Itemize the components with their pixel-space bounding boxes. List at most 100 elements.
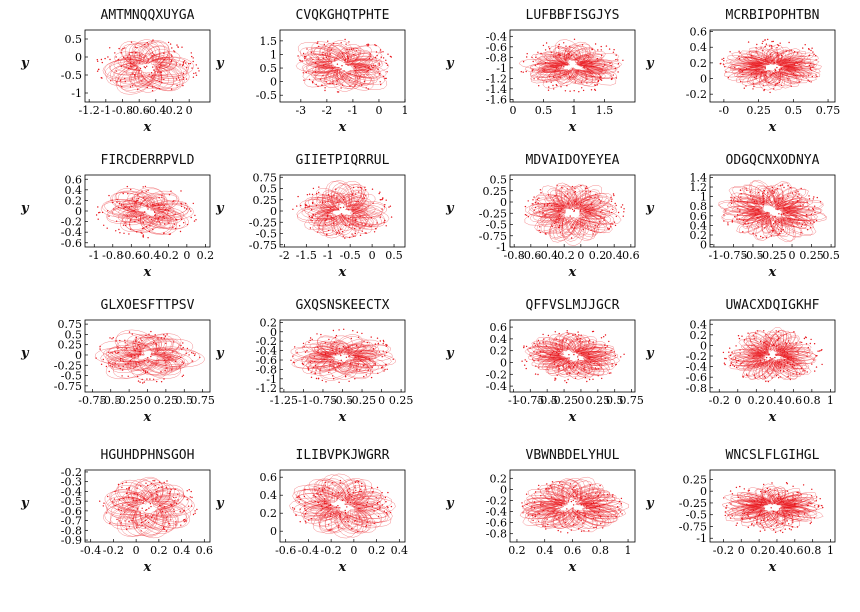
- attractor-point: [341, 495, 343, 497]
- attractor-point: [174, 213, 176, 216]
- attractor-point: [144, 519, 147, 522]
- attractor-point: [774, 356, 776, 359]
- attractor-point: [163, 78, 165, 81]
- y-tick-label: -0.5: [61, 370, 82, 383]
- attractor-point: [578, 91, 580, 93]
- attractor-point: [316, 333, 318, 335]
- attractor-point: [601, 377, 603, 380]
- attractor-point: [532, 203, 534, 205]
- attractor-point: [600, 216, 602, 218]
- attractor-point: [343, 70, 345, 72]
- attractor-point: [620, 356, 622, 358]
- attractor-point: [771, 40, 773, 43]
- attractor-point: [567, 202, 569, 204]
- plot-title: LUFBBFISGJYS: [525, 8, 620, 23]
- attractor-point: [739, 211, 741, 213]
- x-tick-label: -0.6: [520, 249, 541, 262]
- attractor-point: [323, 488, 326, 490]
- attractor-point: [384, 496, 387, 499]
- attractor-point: [311, 216, 313, 218]
- attractor-curves: [289, 473, 396, 539]
- attractor-point: [790, 85, 792, 87]
- attractor-point: [155, 490, 158, 493]
- attractor-point: [180, 344, 182, 347]
- attractor-point: [526, 503, 528, 506]
- attractor-point: [576, 339, 578, 341]
- x-axis-label: x: [768, 265, 777, 280]
- attractor-point: [584, 376, 587, 379]
- y-tick-label: -0.5: [486, 219, 507, 232]
- attractor-point: [123, 56, 125, 59]
- attractor-point: [130, 41, 133, 43]
- attractor-point: [304, 508, 306, 510]
- attractor-point: [97, 68, 100, 71]
- attractor-point: [150, 505, 152, 508]
- attractor-point: [332, 329, 335, 332]
- attractor-point: [119, 79, 122, 81]
- attractor-point: [354, 69, 356, 72]
- attractor-point: [382, 51, 384, 53]
- attractor-point: [346, 516, 348, 519]
- attractor-point: [317, 58, 320, 60]
- attractor-point: [119, 339, 121, 342]
- attractor-point: [371, 366, 373, 369]
- attractor-point: [387, 491, 389, 494]
- attractor-point: [168, 194, 171, 196]
- attractor-point: [613, 49, 615, 51]
- attractor-point: [750, 54, 752, 57]
- attractor-point: [805, 336, 807, 339]
- attractor-point: [360, 195, 362, 197]
- attractor-point: [769, 365, 771, 368]
- attractor-point: [129, 86, 132, 88]
- attractor-point: [155, 498, 157, 501]
- x-tick-label: 0.4: [766, 394, 784, 407]
- attractor-point: [136, 347, 138, 349]
- attractor-point: [118, 228, 120, 231]
- x-tick-label: 0: [789, 249, 796, 262]
- attractor-point: [797, 491, 799, 494]
- attractor-point: [612, 193, 615, 195]
- attractor-point: [134, 221, 136, 223]
- attractor-point: [607, 515, 609, 518]
- attractor-point: [350, 48, 353, 50]
- attractor-point: [317, 41, 319, 43]
- y-tick-label: 0: [270, 326, 277, 339]
- attractor-point: [590, 229, 592, 231]
- attractor-point: [805, 343, 808, 345]
- attractor-point: [142, 236, 144, 238]
- attractor-point: [815, 496, 818, 498]
- attractor-point: [580, 519, 582, 522]
- attractor-point: [344, 224, 347, 227]
- attractor-point: [122, 360, 124, 363]
- attractor-point: [771, 377, 773, 379]
- attractor-point: [370, 336, 372, 338]
- attractor-point: [754, 517, 756, 520]
- attractor-point: [792, 519, 794, 521]
- attractor-point: [576, 513, 578, 515]
- attractor-point: [190, 505, 193, 507]
- attractor-point: [108, 362, 110, 364]
- y-tick-label: 0.5: [65, 33, 83, 46]
- attractor-point: [356, 369, 358, 371]
- attractor-point: [544, 203, 546, 206]
- attractor-point: [186, 347, 189, 350]
- attractor-point: [172, 200, 174, 203]
- attractor-point: [558, 353, 560, 355]
- y-axis-label: y: [446, 346, 454, 361]
- attractor-point: [573, 192, 575, 194]
- attractor-point: [353, 366, 355, 368]
- attractor-point: [743, 512, 746, 515]
- attractor-point: [292, 507, 294, 509]
- attractor-point: [380, 56, 382, 58]
- attractor-point: [386, 344, 388, 346]
- attractor-point: [764, 529, 766, 531]
- attractor-point: [152, 480, 154, 482]
- attractor-point: [725, 210, 727, 212]
- x-tick-label: 0.4: [391, 544, 409, 557]
- x-tick-label: -0.5: [340, 249, 361, 262]
- attractor-point: [128, 67, 130, 70]
- attractor-point: [593, 363, 595, 365]
- attractor-point: [118, 47, 120, 50]
- attractor-point: [182, 84, 184, 87]
- attractor-point: [532, 68, 534, 71]
